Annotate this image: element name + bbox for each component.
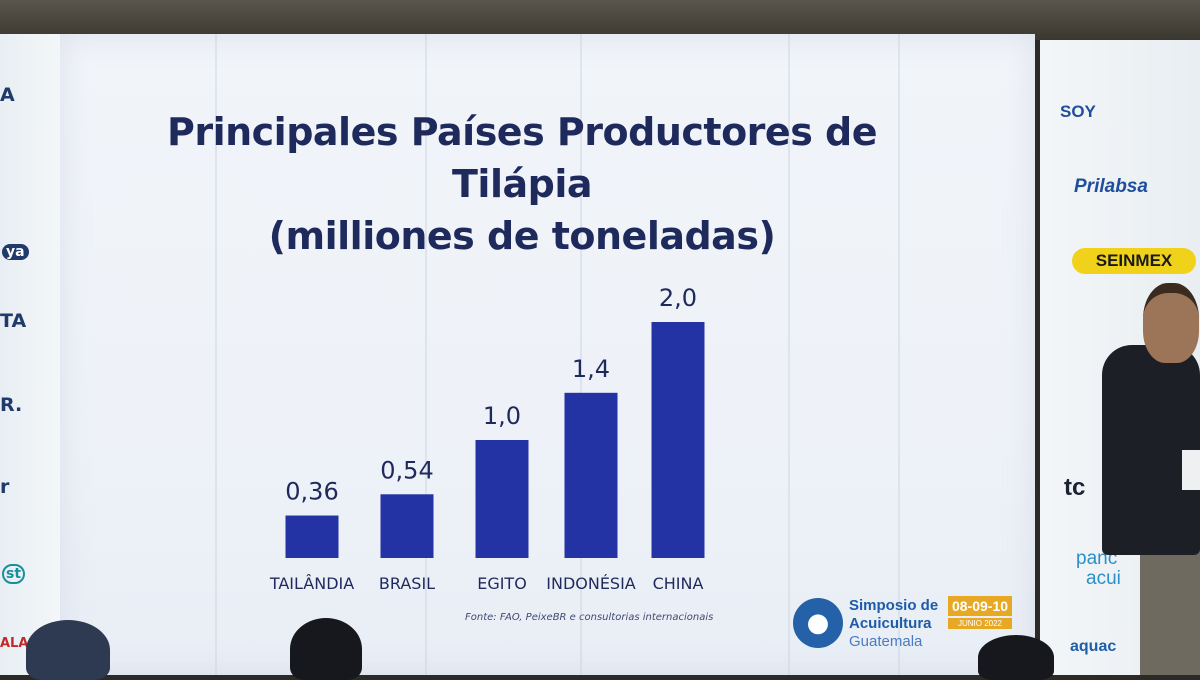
left-sponsor-banner: A ya TA R. r st ALA — [0, 34, 63, 675]
category-label: CHINA — [653, 574, 704, 593]
category-label: BRASIL — [379, 574, 435, 593]
projection-screen: Principales Países Productores de Tilápi… — [60, 34, 1035, 675]
event-name-line1: Simposio de — [849, 597, 939, 614]
event-date-badge: 08-09-10 JUNIO 2022 — [948, 596, 1012, 652]
speaker-badge — [1182, 450, 1200, 490]
sponsor-logo-tc: tc — [1064, 474, 1086, 501]
sponsor-logo-seinmex: SEINMEX — [1072, 248, 1196, 274]
sponsor-logo: ya — [2, 244, 29, 260]
speaker-head — [1143, 283, 1199, 363]
venue-ceiling — [0, 0, 1200, 40]
source-note: Fonte: FAO, PeixeBR e consultorias inter… — [465, 612, 714, 623]
value-label: 0,36 — [285, 478, 338, 506]
chart-subtitle: (milliones de toneladas) — [268, 214, 776, 258]
screen-fold — [788, 34, 790, 675]
category-label: INDONÉSIA — [546, 574, 636, 593]
value-label: 1,0 — [483, 402, 521, 430]
audience-head — [26, 620, 110, 680]
sponsor-logo: R. — [0, 394, 23, 416]
bar-indonésia — [564, 392, 618, 558]
event-name-line3: Guatemala — [849, 633, 923, 650]
audience-head — [978, 635, 1054, 680]
event-name-line2: Acuicultura — [849, 615, 932, 632]
category-label: EGITO — [477, 574, 527, 593]
sponsor-logo: st — [2, 564, 26, 584]
bar-brasil — [380, 494, 434, 558]
fish-icon: ● — [793, 598, 843, 648]
chart-title: Principales Países Productores de Tilápi… — [166, 110, 878, 206]
sponsor-logo-acui: acui — [1086, 568, 1121, 589]
bar-china — [651, 322, 705, 558]
audience-head — [290, 618, 362, 680]
sponsor-logo-aquac: aquac — [1070, 638, 1117, 655]
event-date: 08-09-10 — [948, 596, 1012, 616]
value-label: 0,54 — [380, 456, 433, 484]
sponsor-logo: r — [0, 476, 10, 498]
bar-egito — [475, 440, 529, 558]
event-logo: ● Simposio de Acuicultura Guatemala — [793, 596, 943, 660]
screen-fold — [215, 34, 217, 675]
bar-tailândia — [285, 515, 339, 558]
value-label: 1,4 — [572, 355, 610, 383]
sponsor-logo-prilabsa: Prilabsa — [1074, 176, 1148, 197]
sponsor-logo: ALA — [0, 636, 29, 651]
sponsor-logo: TA — [0, 310, 27, 332]
value-label: 2,0 — [659, 284, 697, 312]
bar-chart: 0,36 TAILÂNDIA 0,54 BRASIL 1,0 EGITO 1,4 INDONÉ… — [269, 284, 705, 593]
screen-fold — [898, 34, 900, 675]
screen-fold — [425, 34, 427, 675]
chart-title-block: Principales Países Productores de Tilápi… — [122, 106, 922, 262]
screen-fold — [580, 34, 582, 675]
speaker-legs — [1140, 548, 1200, 675]
event-month: JUNIO 2022 — [948, 618, 1012, 629]
category-label: TAILÂNDIA — [269, 574, 354, 593]
sponsor-logo: A — [0, 84, 15, 106]
sponsor-logo-soy: SOY — [1060, 102, 1096, 121]
